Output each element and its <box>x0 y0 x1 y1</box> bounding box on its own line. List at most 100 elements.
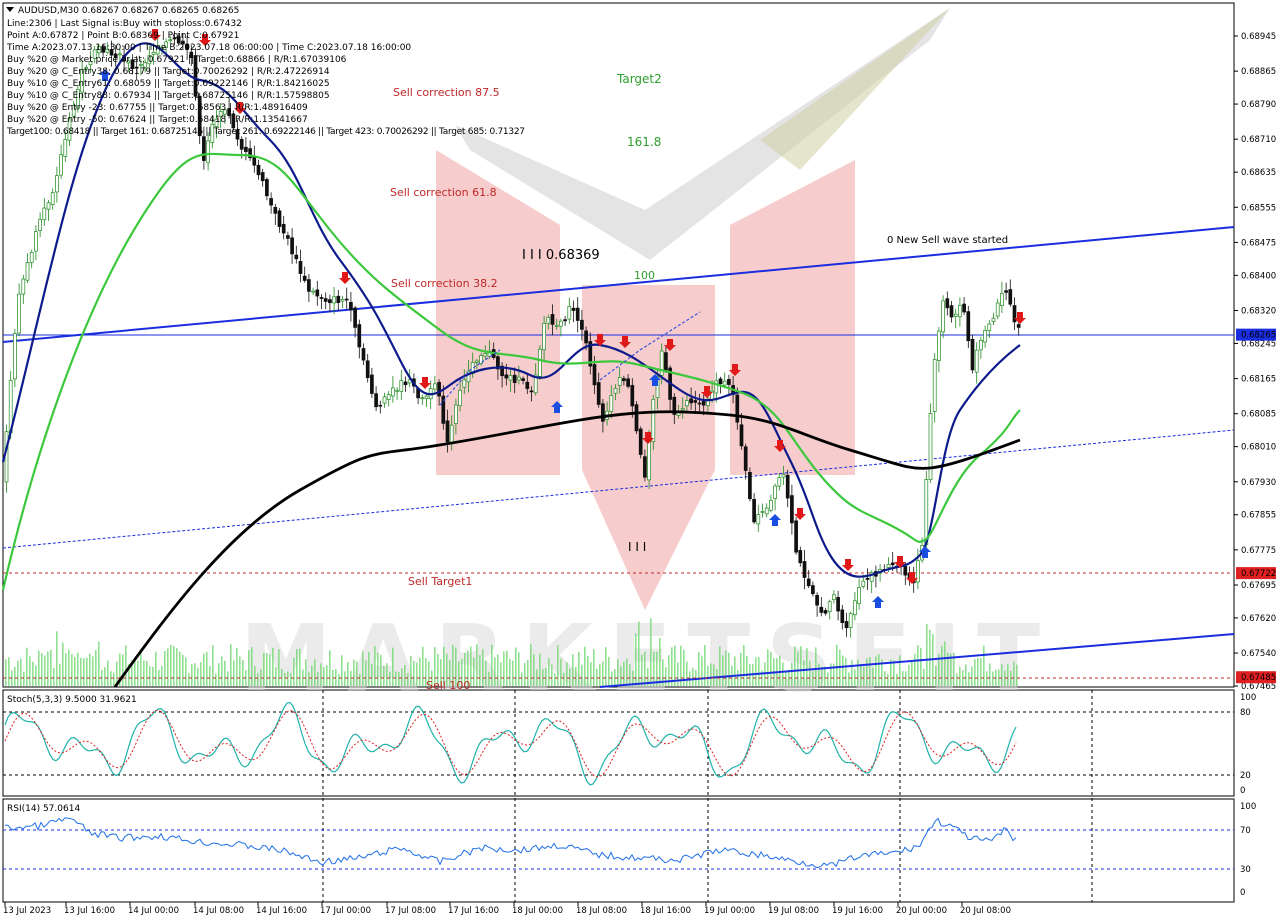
price-tick-label: 0.68555 <box>1241 203 1276 213</box>
volume-bar <box>377 652 379 686</box>
volume-bar <box>644 651 646 686</box>
volume-bar <box>227 671 229 686</box>
volume-bar <box>269 654 271 686</box>
time-tick-label: 13 Jul 2023 <box>3 906 51 916</box>
candle-body <box>752 498 756 523</box>
volume-bar <box>989 663 991 686</box>
volume-bar <box>143 660 145 686</box>
volume-bar <box>851 660 853 686</box>
price-level-badge <box>1236 671 1276 684</box>
volume-bar <box>56 631 58 686</box>
sell-arrow-icon <box>594 334 606 346</box>
candle-body <box>403 381 408 386</box>
candle-body <box>298 261 303 274</box>
volume-bar <box>257 673 259 686</box>
volume-bar <box>515 647 517 686</box>
volume-bar <box>50 649 52 686</box>
candle-body <box>525 381 530 389</box>
volume-bar <box>386 663 388 686</box>
volume-bar <box>683 649 685 686</box>
volume-bar <box>827 672 829 686</box>
candle-body <box>617 377 622 386</box>
volume-bar <box>530 644 532 686</box>
volume-bar <box>134 659 136 686</box>
volume-bar <box>863 666 865 686</box>
moving-averages <box>1 42 1021 688</box>
candle-body <box>475 360 479 363</box>
buy-arrow-icon <box>99 69 111 81</box>
volume-bar <box>596 668 598 686</box>
candle-body <box>357 324 362 348</box>
volume-bar <box>437 654 439 686</box>
volume-bar <box>35 665 37 686</box>
volume-bar <box>836 644 838 686</box>
volume-bar <box>791 662 793 686</box>
logo-right-block <box>730 160 855 475</box>
volume-bar <box>14 666 16 686</box>
volume-bar <box>71 654 73 686</box>
volume-bar <box>350 670 352 686</box>
candle-body <box>374 393 378 408</box>
volume-bar <box>998 669 1000 686</box>
candle-body <box>823 610 828 614</box>
price-tick-label: 0.68710 <box>1241 135 1276 145</box>
candle-body <box>983 330 987 343</box>
volume-bar <box>647 667 649 686</box>
volume-bar <box>896 673 898 686</box>
volume-bar <box>926 623 928 686</box>
stoch-label: Stoch(5,3,3) 9.5000 31.9621 <box>7 695 137 705</box>
price-tick-label: 0.68475 <box>1241 238 1276 248</box>
time-tick-label: 19 Jul 08:00 <box>768 906 819 916</box>
volume-bar <box>857 659 859 686</box>
candle-body <box>760 511 765 513</box>
volume-bar <box>191 664 193 686</box>
volume-bar <box>29 656 31 686</box>
candle-body <box>378 404 383 407</box>
volume-bar <box>707 665 709 686</box>
candle-body <box>420 397 425 400</box>
volume-bar <box>665 667 667 686</box>
candle-body <box>34 231 38 252</box>
volume-bar <box>797 651 799 686</box>
volume-bar <box>131 660 133 686</box>
candle-body <box>622 378 626 382</box>
candle-body <box>575 307 580 321</box>
stoch-plot-area[interactable] <box>2 689 1235 797</box>
volume-bar <box>263 652 265 686</box>
candle-body <box>538 348 542 377</box>
volume-bar <box>920 647 922 686</box>
sell-arrow-icon <box>842 559 854 571</box>
volume-bar <box>404 664 406 686</box>
volume-bar <box>632 670 634 686</box>
volume-bar <box>125 645 127 686</box>
candle-body <box>613 388 618 394</box>
volume-bar <box>809 660 811 686</box>
price-tick-label: 0.68635 <box>1241 168 1276 178</box>
volume-bar <box>347 661 349 686</box>
time-tick-label: 17 Jul 08:00 <box>385 906 436 916</box>
candle-body <box>857 587 861 604</box>
volume-bar <box>167 648 169 686</box>
session-separators <box>322 690 1093 902</box>
volume-bar <box>356 661 358 686</box>
volume-bar <box>545 667 547 686</box>
candle-body <box>966 311 971 342</box>
stoch-level-label: 0 <box>1240 786 1245 796</box>
volume-bar <box>440 659 442 686</box>
price-level-label: 0.67485 <box>1241 673 1276 683</box>
volume-bar <box>266 653 268 686</box>
stochastic-panel: 100 80 20 0 Stoch(5,3,3) 9.5000 31.9621 <box>3 693 1256 796</box>
volume-bar <box>977 658 979 686</box>
time-tick-label: 14 Jul 16:00 <box>256 906 307 916</box>
candle-body <box>231 113 236 129</box>
volume-bar <box>965 664 967 686</box>
volume-bar <box>845 657 847 686</box>
candle-body <box>38 218 42 231</box>
volume-bar <box>8 657 10 686</box>
rsi-plot-area[interactable] <box>2 798 1235 903</box>
candle-body <box>962 303 966 313</box>
volume-bar <box>605 647 607 686</box>
volume-bar <box>539 653 541 686</box>
candle-body <box>265 179 269 197</box>
